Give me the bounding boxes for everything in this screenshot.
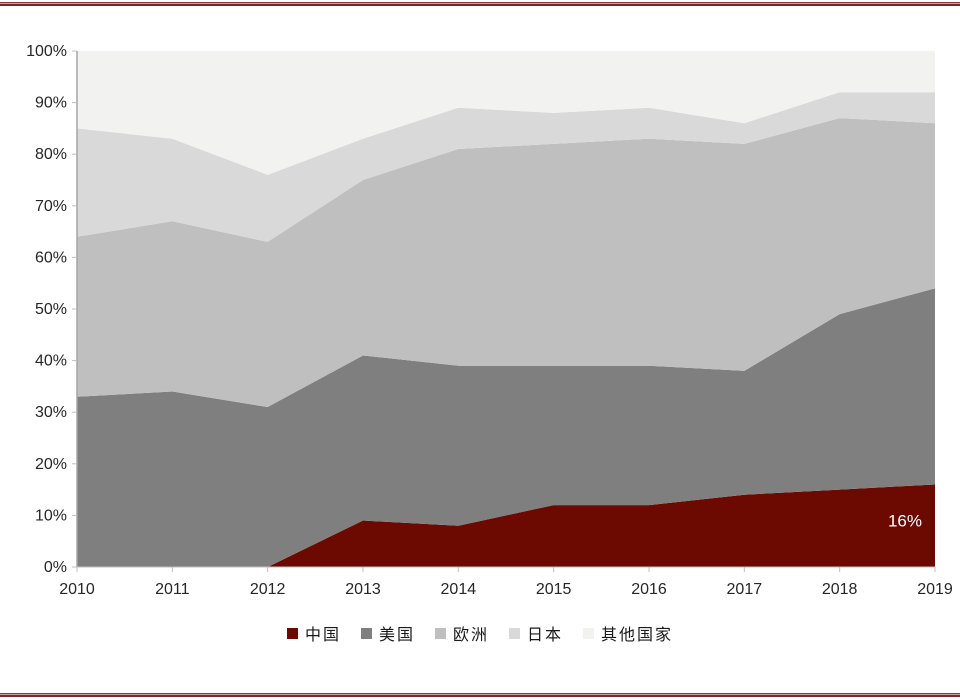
legend-swatch-icon [286,627,298,639]
legend-item-europe: 欧洲 [434,621,489,645]
chart-legend: 中国 美国 欧洲 日本 其他国家 [0,620,960,646]
legend-swatch-icon [583,627,595,639]
area-others [77,51,935,175]
y-axis-label: 100% [26,43,67,60]
y-axis-label: 40% [35,353,67,370]
legend-label: 日本 [527,625,564,644]
y-axis-label: 20% [35,456,67,473]
legend-label: 中国 [304,625,341,644]
top-rule [0,2,960,6]
x-axis-label: 2019 [917,581,953,598]
legend-item-china: 中国 [286,621,341,645]
area-usa [77,288,935,567]
legend-item-usa: 美国 [360,621,415,645]
x-axis-label: 2012 [250,581,286,598]
legend-swatch-icon [509,627,520,639]
area-china [77,484,935,567]
y-axis-label: 80% [35,146,67,163]
bottom-rule [0,693,960,697]
x-axis-label: 2015 [536,581,572,598]
x-axis-label: 2016 [631,581,667,598]
legend-label: 美国 [378,625,415,644]
y-axis-label: 50% [35,301,67,318]
area-japan [77,92,935,242]
y-axis-label: 60% [35,249,67,266]
x-axis-label: 2013 [345,581,381,598]
y-axis-label: 30% [35,404,67,421]
x-axis-label: 2011 [155,581,190,598]
y-axis-label: 90% [35,95,67,112]
x-axis-label: 2014 [441,581,477,598]
legend-label: 欧洲 [452,625,489,644]
chart-svg: 0% 10% 20% 30% 40% 50% 60% 70% 80% 90% 100% 2010 201… [26,43,953,598]
area-europe [77,118,935,408]
legend-item-others: 其他国家 [583,621,673,645]
y-axis-label: 70% [35,198,67,215]
y-axis-label: 0% [44,559,67,576]
legend-swatch-icon [434,627,446,639]
legend-item-japan: 日本 [509,621,563,645]
x-axis-label: 2010 [59,581,95,598]
legend-swatch-icon [360,627,372,639]
annotation-last-value: 16% [888,512,922,531]
legend-label: 其他国家 [601,625,674,644]
x-axis-label: 2017 [727,581,763,598]
x-axis-label: 2018 [822,581,858,598]
y-axis-label: 10% [35,507,67,524]
